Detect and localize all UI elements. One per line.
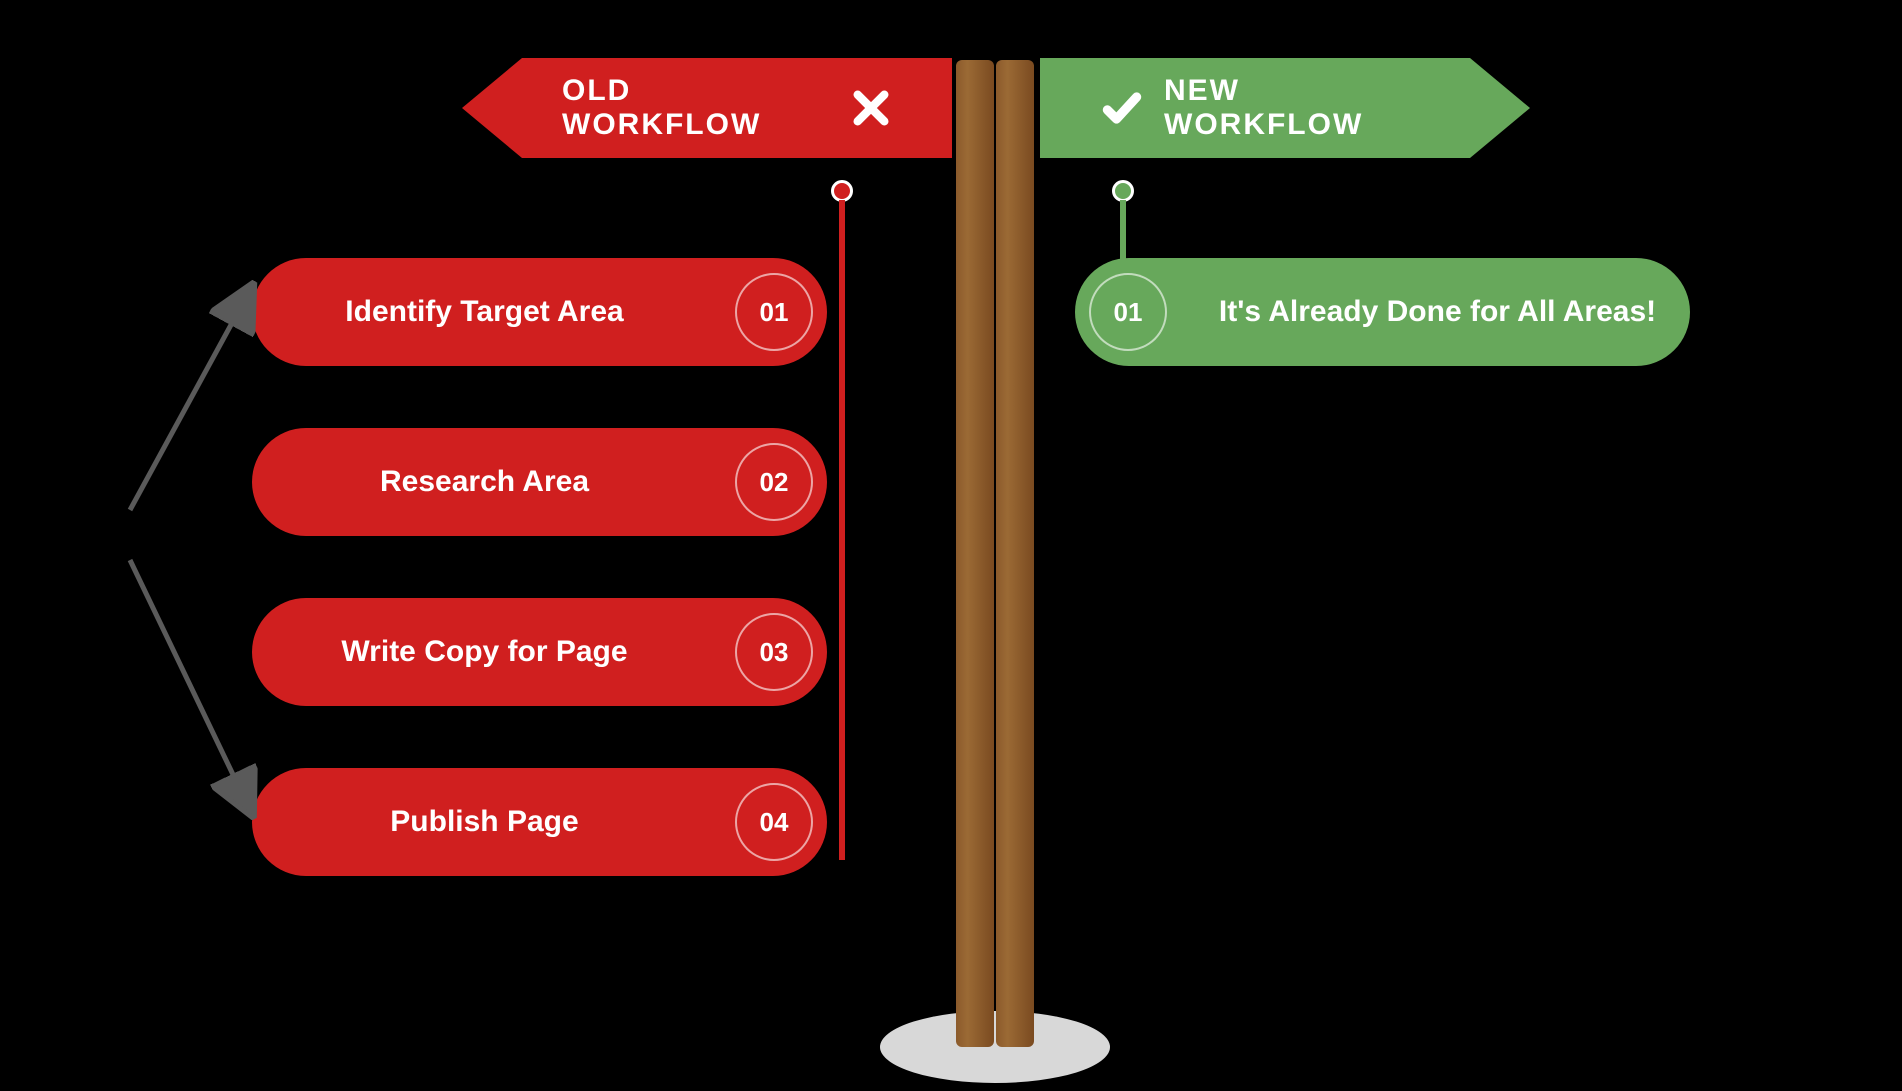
step-label: Research Area bbox=[380, 465, 589, 499]
sign-arrow-left bbox=[462, 58, 522, 158]
step-number-badge: 01 bbox=[735, 273, 813, 351]
old-step-4: Publish Page 04 bbox=[252, 768, 827, 876]
step-label: Identify Target Area bbox=[345, 295, 623, 329]
new-workflow-title: NEW WORKFLOW bbox=[1164, 74, 1430, 142]
loop-arrow-icon bbox=[110, 540, 270, 830]
step-number: 01 bbox=[760, 297, 789, 328]
x-icon bbox=[850, 86, 892, 130]
step-number-badge: 02 bbox=[735, 443, 813, 521]
sign-arrow-right bbox=[1470, 58, 1530, 158]
pole-base bbox=[880, 1011, 1110, 1083]
step-number-badge: 01 bbox=[1089, 273, 1167, 351]
pole bbox=[996, 60, 1034, 1047]
workflow-signpost-diagram: OLD WORKFLOW NEW WORKFLOW Identify Targe… bbox=[0, 0, 1902, 1091]
step-label: It's Already Done for All Areas! bbox=[1219, 295, 1656, 329]
new-step-1: 01 It's Already Done for All Areas! bbox=[1075, 258, 1690, 366]
old-step-2: Research Area 02 bbox=[252, 428, 827, 536]
connector-dot bbox=[831, 180, 853, 202]
connector-line bbox=[839, 200, 845, 860]
new-workflow-sign: NEW WORKFLOW bbox=[1040, 58, 1470, 158]
loop-arrow-icon bbox=[110, 270, 270, 520]
step-number: 04 bbox=[760, 807, 789, 838]
old-workflow-sign: OLD WORKFLOW bbox=[522, 58, 952, 158]
check-icon bbox=[1100, 86, 1144, 130]
pole bbox=[956, 60, 994, 1047]
step-number: 03 bbox=[760, 637, 789, 668]
step-label: Publish Page bbox=[390, 805, 578, 839]
old-step-3: Write Copy for Page 03 bbox=[252, 598, 827, 706]
step-number: 02 bbox=[760, 467, 789, 498]
old-workflow-title: OLD WORKFLOW bbox=[562, 74, 830, 142]
step-number-badge: 03 bbox=[735, 613, 813, 691]
step-number: 01 bbox=[1114, 297, 1143, 328]
connector-dot bbox=[1112, 180, 1134, 202]
step-label: Write Copy for Page bbox=[341, 635, 627, 669]
old-step-1: Identify Target Area 01 bbox=[252, 258, 827, 366]
step-number-badge: 04 bbox=[735, 783, 813, 861]
